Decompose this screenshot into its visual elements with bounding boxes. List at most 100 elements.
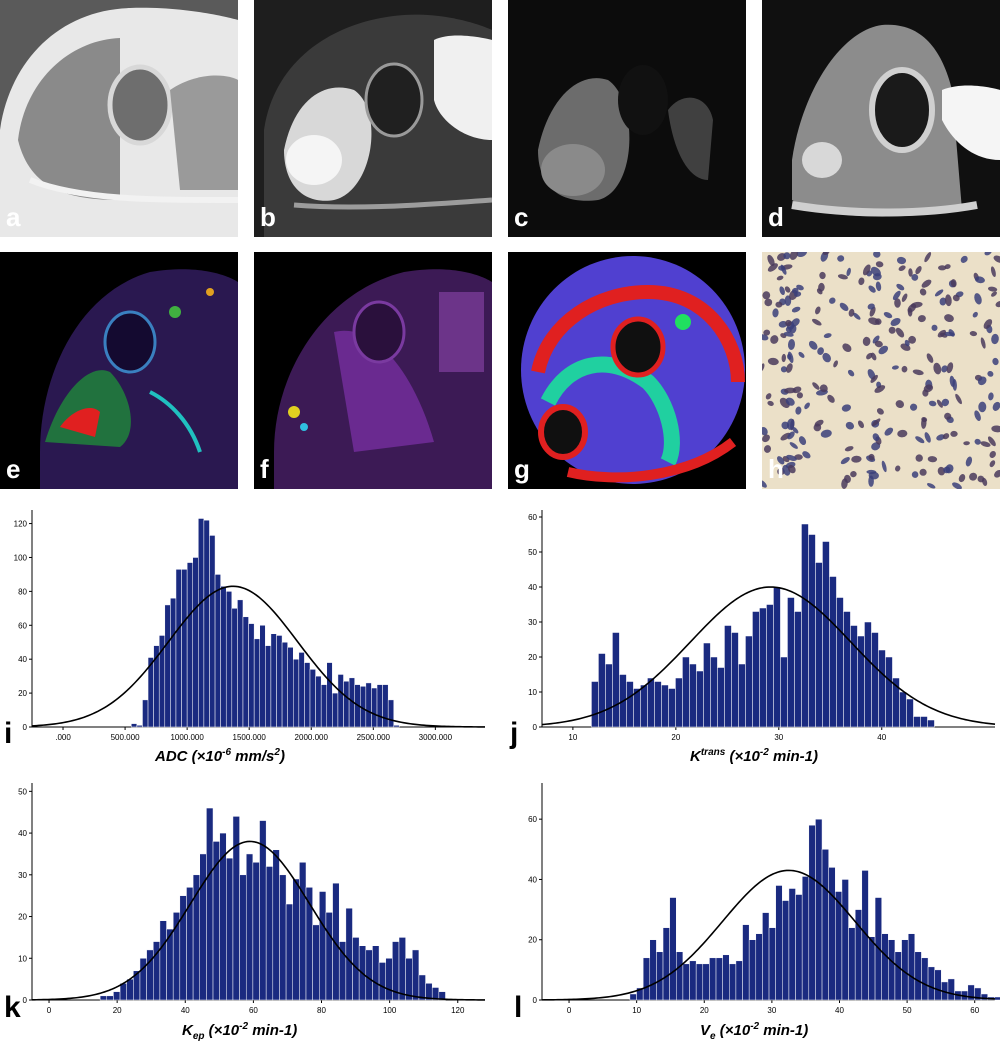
histogram-bar <box>773 586 781 728</box>
nucleus <box>891 365 899 370</box>
histogram-bar <box>393 725 400 728</box>
histogram-bar <box>656 951 664 1001</box>
nucleus <box>858 277 865 286</box>
nucleus <box>875 261 884 268</box>
histogram-bar <box>835 891 843 1001</box>
histogram-bar <box>206 807 214 1001</box>
x-tick-label: 1000.000 <box>170 733 204 742</box>
nucleus <box>895 465 901 472</box>
histogram-bar <box>203 519 210 728</box>
nucleus <box>933 362 942 375</box>
xlabel-text: mm/s <box>231 748 275 765</box>
nucleus <box>912 369 924 376</box>
histogram-bar <box>345 907 353 1001</box>
histogram-bar <box>99 995 108 1001</box>
histogram-bar <box>252 862 260 1001</box>
nucleus <box>927 456 938 463</box>
y-tick-label: 30 <box>528 618 537 627</box>
nucleus <box>872 335 880 344</box>
nucleus <box>791 287 799 294</box>
histogram-bar <box>947 978 955 1001</box>
nucleus <box>763 329 771 336</box>
histogram-bar <box>768 927 776 1001</box>
histogram-bar <box>299 862 307 1001</box>
nucleus <box>969 331 978 337</box>
histogram-bar <box>214 574 221 728</box>
x-tick-label: 120 <box>451 1006 465 1015</box>
histogram-bar <box>245 853 254 1001</box>
histogram-bar <box>815 562 823 728</box>
histogram-bar <box>382 684 389 728</box>
nucleus <box>944 264 951 270</box>
histogram-j: 0 10 20 30 40 50 60 10 20 30 40 j Ktrans (×10-2 mi… <box>510 505 1000 767</box>
nucleus <box>791 318 800 327</box>
histogram-bar <box>591 681 599 728</box>
panel-label: d <box>768 202 784 232</box>
histogram-bar <box>689 960 697 1001</box>
histogram-l-xlabel: Ve (×10-2 min-1) <box>700 1021 808 1042</box>
nucleus <box>884 427 894 436</box>
xlabel-text: (×10 <box>715 1022 751 1039</box>
nucleus <box>776 456 785 465</box>
nucleus <box>937 466 946 476</box>
nucleus <box>941 398 950 407</box>
histogram-bar <box>881 933 889 1001</box>
nucleus <box>987 371 994 377</box>
histogram-bar <box>337 674 344 728</box>
x-tick-label: 30 <box>767 1006 776 1015</box>
histogram-bar <box>405 958 413 1001</box>
nucleus <box>874 340 883 348</box>
nucleus <box>990 266 996 278</box>
nucleus <box>844 474 851 483</box>
xlabel-sup: 2 <box>274 747 280 758</box>
nucleus <box>983 319 993 329</box>
y-tick-label: 10 <box>18 954 27 963</box>
nucleus <box>811 318 822 326</box>
histogram-k: 0 10 20 30 40 50 0 20 40 60 80 100 120 k Kep (×10-2 … <box>0 778 490 1042</box>
histogram-bar <box>841 879 849 1001</box>
nucleus <box>840 457 850 465</box>
histogram-j-xlabel: Ktrans (×10-2 min-1) <box>690 747 818 765</box>
histogram-bar <box>343 680 350 728</box>
xlabel-sup: trans <box>700 747 726 758</box>
nucleus <box>785 397 795 406</box>
xlabel-text: (×10 <box>204 1022 240 1039</box>
x-tick-label: 40 <box>181 1006 190 1015</box>
nucleus <box>952 294 960 302</box>
histogram-bar <box>775 885 783 1001</box>
nucleus <box>842 343 852 352</box>
histogram-bar <box>994 996 1000 1001</box>
nucleus <box>795 406 802 415</box>
panel-f-map: f <box>254 252 492 489</box>
histogram-bar <box>259 820 267 1001</box>
nucleus <box>770 335 779 344</box>
y-tick-label: 40 <box>528 583 537 592</box>
histogram-bar <box>220 586 227 728</box>
nucleus <box>972 311 978 318</box>
nucleus <box>767 357 779 366</box>
histogram-bar <box>661 684 669 728</box>
nucleus <box>818 282 825 292</box>
histogram-bar <box>914 951 922 1001</box>
histogram-bar <box>159 920 167 1001</box>
nucleus <box>819 384 828 393</box>
normal-curve <box>31 585 486 728</box>
nucleus <box>944 314 954 323</box>
nucleus <box>895 400 904 409</box>
nucleus <box>876 408 884 415</box>
histogram-bar <box>738 663 746 728</box>
nucleus <box>910 403 918 411</box>
histogram-bar <box>710 656 718 728</box>
histogram-bar <box>695 963 704 1001</box>
nucleus <box>857 420 865 429</box>
nucleus <box>904 339 910 347</box>
nucleus <box>784 286 791 293</box>
histogram-bar <box>164 604 171 728</box>
histogram-bar <box>139 958 147 1001</box>
nucleus <box>789 252 798 260</box>
histogram-bar <box>821 849 829 1001</box>
kep-map-image <box>254 252 492 489</box>
nucleus <box>787 353 792 360</box>
xlabel-text: K <box>182 1022 193 1039</box>
nucleus <box>915 436 925 444</box>
